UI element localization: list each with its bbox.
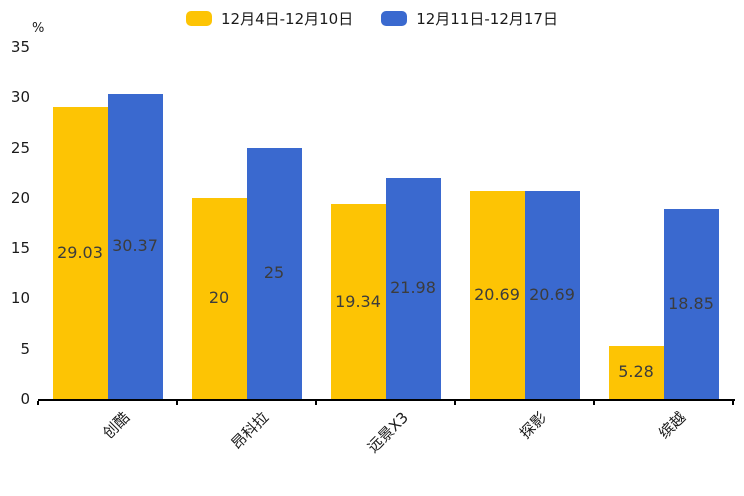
- bar-series-0-创酷: [52, 107, 108, 399]
- bar-series-0-远景X3: [330, 204, 386, 399]
- legend-label: 12月11日-12月17日: [416, 10, 558, 28]
- y-tick-label: 20: [10, 188, 30, 207]
- bar-series-0-昂科拉: [191, 197, 247, 399]
- x-tick-mark: [37, 401, 39, 405]
- legend-label: 12月4日-12月10日: [221, 10, 354, 28]
- x-tick-mark: [176, 401, 178, 405]
- x-tick-mark: [593, 401, 595, 405]
- legend-item-series-0: 12月4日-12月10日: [186, 8, 353, 29]
- x-category-label: 缤越: [655, 408, 690, 443]
- x-category-label: 探影: [516, 408, 551, 443]
- bar-series-1-探影: [524, 190, 580, 399]
- y-tick-label: 35: [10, 38, 30, 56]
- bar-series-1-昂科拉: [246, 147, 302, 399]
- bar-value-label: 20.69: [529, 284, 575, 304]
- x-tick-mark: [454, 401, 456, 405]
- legend-swatch-icon: [186, 11, 212, 26]
- y-tick-label: 30: [10, 88, 30, 107]
- bar-value-label: 25: [263, 263, 285, 283]
- x-category-label: 远景X3: [363, 408, 412, 457]
- x-category-label: 创酷: [99, 408, 134, 443]
- x-category-label: 昂科拉: [228, 408, 273, 453]
- x-tick-mark: [732, 401, 734, 405]
- y-tick-label: 0: [20, 390, 30, 408]
- legend-item-series-1: 12月11日-12月17日: [381, 8, 558, 29]
- bar-value-label: 20.69: [474, 284, 520, 304]
- x-tick-mark: [315, 401, 317, 405]
- y-tick-label: 5: [20, 339, 30, 358]
- bar-value-label: 21.98: [390, 278, 436, 298]
- bar-series-0-缤越: [608, 345, 664, 399]
- bar-value-label: 20: [208, 288, 230, 308]
- bar-value-label: 18.85: [668, 294, 714, 314]
- bar-series-1-缤越: [663, 209, 719, 399]
- bar-value-label: 29.03: [57, 243, 103, 263]
- bar-series-1-远景X3: [385, 177, 441, 399]
- y-tick-label: 25: [10, 138, 30, 157]
- y-axis-unit-label: %: [32, 21, 45, 36]
- y-tick-label: 15: [10, 239, 30, 258]
- bar-series-0-探影: [469, 190, 525, 399]
- bar-value-label: 5.28: [618, 362, 654, 382]
- y-tick-label: 10: [10, 289, 30, 308]
- legend: 12月4日-12月10日 12月11日-12月17日: [0, 8, 744, 29]
- bar-value-label: 30.37: [112, 236, 158, 256]
- x-axis-line: [38, 399, 735, 401]
- bar-series-1-创酷: [107, 93, 163, 399]
- bar-value-label: 19.34: [335, 291, 381, 311]
- legend-swatch-icon: [381, 11, 408, 26]
